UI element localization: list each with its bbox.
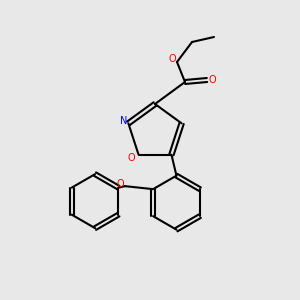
Text: O: O [208,75,216,85]
Text: O: O [128,153,135,163]
Text: O: O [168,54,176,64]
Text: N: N [120,116,127,126]
Text: O: O [116,179,124,189]
